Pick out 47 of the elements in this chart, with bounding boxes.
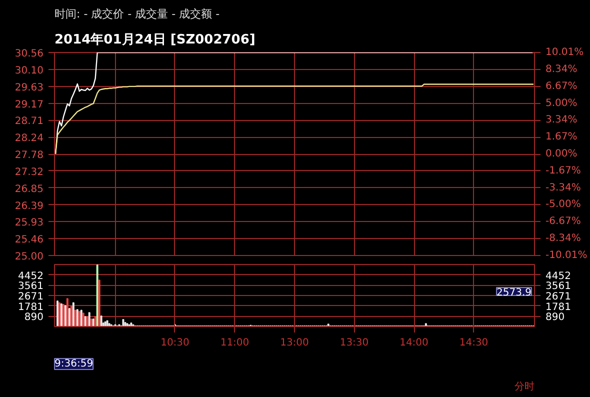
y-tick-label: 2671 <box>18 292 44 302</box>
y-tick-label: 30.56 <box>14 48 44 60</box>
y2-tick-label: 0.00% <box>546 148 578 160</box>
x-tick-label: 14:30 <box>459 338 488 348</box>
y-tick-label: 29.17 <box>14 99 44 110</box>
y2-tick-label: 8.34% <box>546 64 578 75</box>
y-tick-label: 4452 <box>18 270 44 282</box>
y2-tick-label: 6.67% <box>546 80 578 92</box>
y-tick-label: 890 <box>24 312 44 324</box>
text: 分时 <box>514 380 534 392</box>
y2-tick-label: 2671 <box>546 292 571 302</box>
x-tick-label: 11:00 <box>220 338 250 348</box>
y-tick-label: 25.46 <box>14 234 44 246</box>
y-tick-label: 26.39 <box>14 200 44 212</box>
x-tick-label: 13:00 <box>280 338 309 348</box>
text: 时间: - 成交价 - 成交量 - 成交额 - <box>54 8 220 20</box>
y-tick-label: 29.63 <box>14 82 44 94</box>
y2-tick-label: -5.00% <box>546 199 581 210</box>
y-tick-label: 25.93 <box>14 218 44 229</box>
x-tick-label: 10:30 <box>160 338 190 348</box>
y-tick-label: 27.32 <box>14 166 44 178</box>
y2-tick-label: 1.67% <box>546 132 578 143</box>
y-tick-label: 30.10 <box>14 65 44 76</box>
y2-tick-label: 3561 <box>546 281 571 292</box>
y2-tick-label: 4452 <box>546 270 571 282</box>
x-tick-label: 13:30 <box>340 338 369 348</box>
y-tick-label: 3561 <box>18 281 44 292</box>
y-tick-label: 28.71 <box>14 116 44 128</box>
y2-tick-label: 1781 <box>546 302 571 313</box>
y2-tick-label: -3.34% <box>546 182 581 194</box>
y-tick-label: 25.00 <box>14 252 44 262</box>
y-tick-label: 1781 <box>18 302 44 313</box>
y-tick-label: 27.78 <box>14 150 44 161</box>
y2-tick-label: -8.34% <box>546 233 581 244</box>
y2-tick-label: -10.01% <box>546 250 588 261</box>
y2-tick-label: 5.00% <box>546 98 578 109</box>
y2-tick-label: 3.34% <box>546 114 578 126</box>
y-tick-label: 26.85 <box>14 184 44 195</box>
annotation: 2573.9 <box>496 288 532 298</box>
y2-tick-label: 890 <box>546 312 565 324</box>
y2-tick-label: 10.01% <box>546 47 584 58</box>
text: 9:36:59 <box>54 358 94 370</box>
y2-tick-label: -1.67% <box>546 165 581 176</box>
chart-title: 2014年01月24日 [SZ002706] <box>54 32 256 48</box>
x-tick-label: 14:00 <box>400 338 428 348</box>
y-tick-label: 28.24 <box>14 133 44 144</box>
y2-tick-label: -6.67% <box>546 216 581 228</box>
